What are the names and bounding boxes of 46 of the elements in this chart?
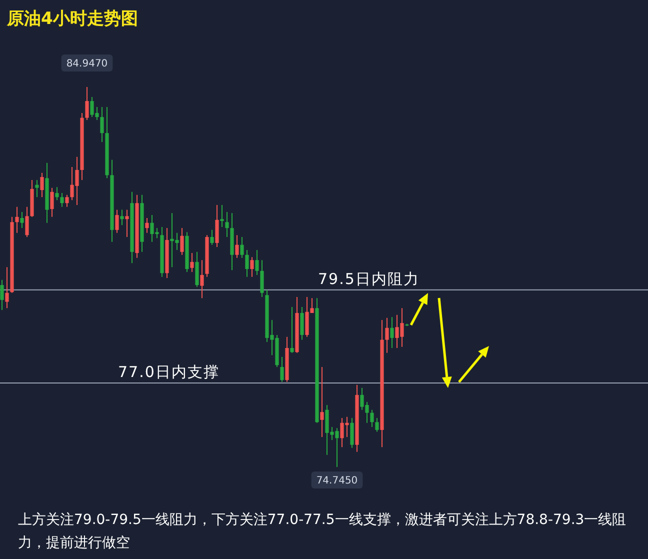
candlestick	[180, 228, 184, 256]
candlestick	[370, 409, 374, 428]
candlestick	[240, 236, 244, 258]
candlestick	[200, 260, 204, 299]
candlestick	[250, 256, 254, 278]
annotation: 84.9470	[66, 58, 108, 70]
candlestick	[100, 106, 104, 143]
candlestick	[50, 187, 54, 218]
candlestick	[260, 260, 264, 298]
candlestick	[385, 317, 389, 354]
candlestick	[0, 279, 4, 310]
candlestick	[15, 206, 19, 234]
candlestick	[215, 204, 219, 248]
candlestick	[5, 266, 9, 309]
candlestick	[85, 86, 89, 121]
candlestick	[245, 250, 249, 278]
candlestick	[210, 229, 214, 246]
candlestick	[375, 418, 379, 432]
candlestick	[350, 418, 354, 448]
candlestick	[60, 192, 64, 208]
candlestick	[20, 212, 24, 229]
candlestick	[25, 206, 29, 238]
candlestick	[125, 209, 129, 238]
candlestick	[65, 194, 69, 208]
candlestick	[290, 306, 294, 354]
candlestick	[145, 218, 149, 234]
candlestick	[320, 366, 324, 438]
candlestick	[255, 250, 259, 276]
candlestick	[120, 209, 124, 226]
candlestick	[190, 252, 194, 273]
candlestick	[55, 186, 59, 201]
candlestick	[115, 209, 119, 234]
candlestick	[40, 172, 44, 198]
candlestick	[235, 234, 239, 258]
candlestick	[300, 306, 304, 340]
annotation: 74.7450	[316, 476, 358, 486]
candlestick	[280, 356, 284, 382]
candlestick	[220, 204, 224, 228]
candlestick	[225, 212, 229, 238]
candlestick	[390, 316, 394, 348]
chart-title: 原油4小时走势图	[6, 9, 138, 29]
candlestick	[35, 180, 39, 198]
ref-line-label: 77.0日内支撑	[118, 363, 220, 382]
ref-line-label: 79.5日内阻力	[318, 270, 420, 288]
candlestick	[195, 251, 199, 288]
text: 上方关注79.0-79.5一线阻力，下方关注77.0-77.5一线支撑，激进者可关注上方78.8-79.3一线阻力，提前进行做空	[18, 512, 626, 551]
